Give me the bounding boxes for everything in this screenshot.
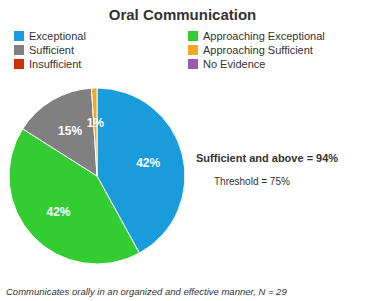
svg-text:42%: 42%	[46, 205, 70, 219]
html-text:Approaching Sufficient: Approaching Sufficient	[203, 44, 313, 56]
html-text:Exceptional: Exceptional	[29, 30, 86, 42]
html-text:Approaching Exceptional: Approaching Exceptional	[203, 30, 325, 42]
svg-text:42%: 42%	[136, 156, 160, 170]
html-text:Communicates orally in an orga: Communicates orally in an organized and …	[6, 286, 287, 297]
html-text:Threshold = 75%: Threshold = 75%	[214, 176, 290, 187]
html-text:No Evidence: No Evidence	[203, 58, 266, 70]
html-text:Insufficient: Insufficient	[29, 58, 82, 70]
html-text:Oral Communication: Oral Communication	[108, 6, 257, 23]
svg-text:1%: 1%	[87, 116, 105, 130]
html-text:Sufficient and above = 94%: Sufficient and above = 94%	[196, 152, 339, 164]
html-text:Sufficient: Sufficient	[29, 44, 75, 56]
svg-text:15%: 15%	[58, 124, 82, 138]
